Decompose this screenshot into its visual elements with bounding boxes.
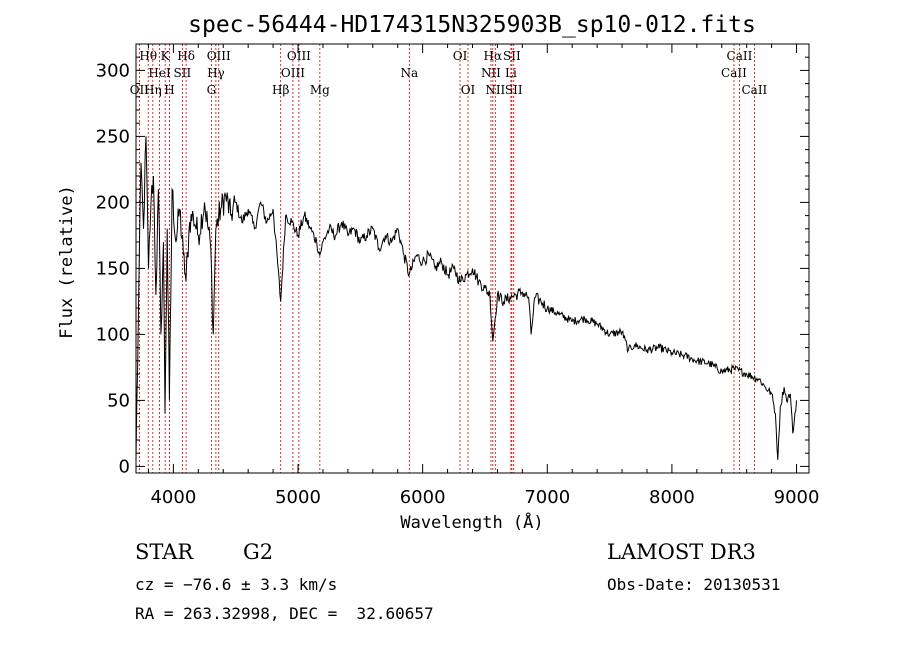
marker-label-22: Li [505,66,517,80]
marker-label-16: OI [453,49,468,63]
coordinates: RA = 263.32998, DEC = 32.60657 [135,604,434,623]
x-tick-label-4000: 4000 [150,487,196,508]
marker-label-19: Hα [484,49,503,63]
obs-date: Obs-Date: 20130531 [607,575,781,594]
y-axis-label: Flux (relative) [57,185,77,339]
y-tick-label-250: 250 [96,126,130,147]
marker-label-3: Hη [144,83,162,97]
chart-title: spec-56444-HD174315N325903B_sp10-012.fit… [188,12,756,38]
marker-label-15: Na [400,66,418,80]
marker-label-17: OI [461,83,476,97]
marker-label-8: OIII [207,49,231,63]
marker-label-23: SII [505,83,523,97]
x-axis-label: Wavelength (Å) [400,511,543,533]
marker-label-9: Hγ [207,66,225,80]
marker-label-13: OIII [287,49,311,63]
marker-label-21: SII [503,49,521,63]
marker-label-14: Mg [310,83,330,97]
marker-label-11: Hβ [272,83,289,97]
axis-ticks: 4000 5000 6000 7000 8000 9000 0 50 100 150 200 250 3… [96,44,820,508]
marker-label-5: H [164,83,174,97]
x-tick-label-7000: 7000 [524,487,570,508]
y-tick-label-150: 150 [96,258,130,279]
y-tick-label-200: 200 [96,192,130,213]
survey-name: LAMOST DR3 [607,540,756,564]
y-tick-label-300: 300 [96,60,130,81]
marker-label-26: CaII [741,83,767,97]
x-tick-label-6000: 6000 [400,487,446,508]
plot-frame [135,43,810,474]
subclass: G2 [243,540,274,564]
marker-label-0: OII [130,83,150,97]
marker-label-25: CaII [727,49,753,63]
marker-label-10: G [207,83,217,97]
marker-label-2: HeI [148,66,171,80]
x-tick-label-8000: 8000 [649,487,695,508]
y-tick-label-100: 100 [96,324,130,345]
marker-label-1: Hθ [139,49,157,63]
marker-label-7: Hδ [177,49,195,63]
x-tick-label-5000: 5000 [275,487,321,508]
y-tick-label-0: 0 [119,456,130,477]
object-class: STAR [135,540,194,564]
marker-label-4: K [161,49,171,63]
marker-label-12: OIII [281,66,305,80]
x-tick-label-9000: 9000 [774,487,820,508]
marker-label-20: NII [485,83,505,97]
marker-label-6: SII [174,66,192,80]
spectrum-line [135,136,797,460]
marker-label-24: CaII [721,66,747,80]
y-tick-label-50: 50 [107,390,130,411]
redshift-cz: cz = −76.6 ± 3.3 km/s [135,575,338,594]
marker-label-18: NII [481,66,501,80]
